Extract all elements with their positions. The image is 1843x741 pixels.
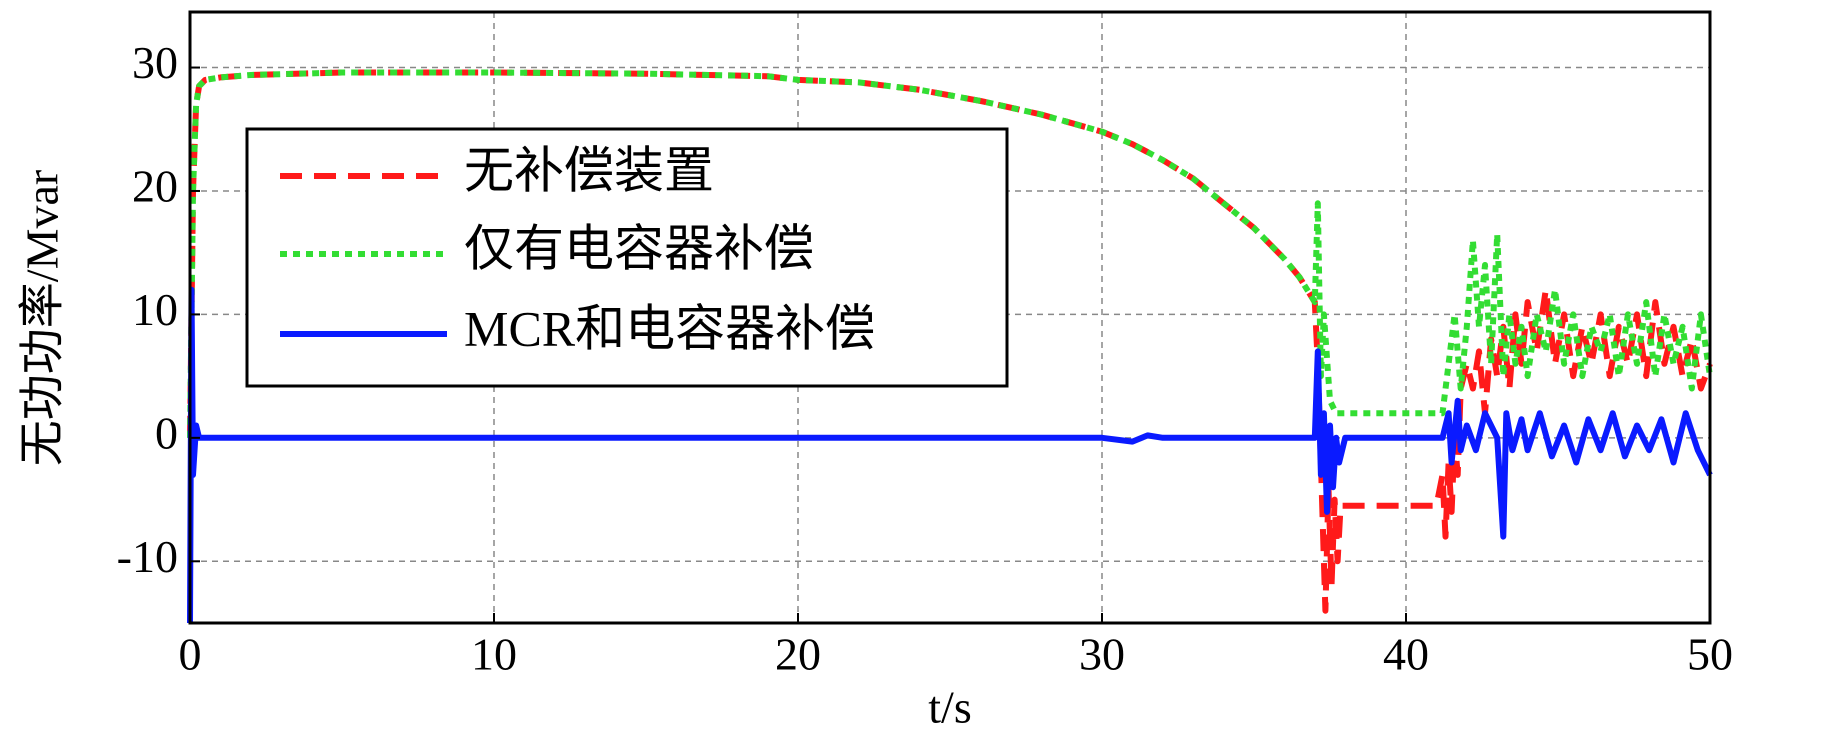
legend-label: 无补偿装置 xyxy=(464,142,714,198)
x-tick-label: 10 xyxy=(471,629,517,680)
x-tick-label: 0 xyxy=(179,629,202,680)
legend-label: MCR和电容器补偿 xyxy=(464,300,875,356)
x-tick-label: 40 xyxy=(1383,629,1429,680)
plot-frame xyxy=(188,10,1712,625)
y-tick-label: 10 xyxy=(132,284,178,335)
legend-label: 仅有电容器补偿 xyxy=(464,220,814,276)
y-tick-label: 0 xyxy=(155,407,178,458)
data-line xyxy=(187,69,1713,614)
x-tick-label: 20 xyxy=(775,629,821,680)
y-axis-label: 无功功率/Mvar xyxy=(17,170,68,466)
data-line xyxy=(187,286,1713,624)
x-tick-label: 30 xyxy=(1079,629,1125,680)
y-tick-label: -10 xyxy=(117,531,178,582)
legend-box xyxy=(245,127,1009,388)
x-tick-label: 50 xyxy=(1687,629,1733,680)
data-line xyxy=(187,69,1713,438)
plot-lines xyxy=(187,69,1713,624)
y-tick-label: 20 xyxy=(132,161,178,212)
x-axis-label: t/s xyxy=(928,682,971,733)
y-tick-label: 30 xyxy=(132,37,178,88)
